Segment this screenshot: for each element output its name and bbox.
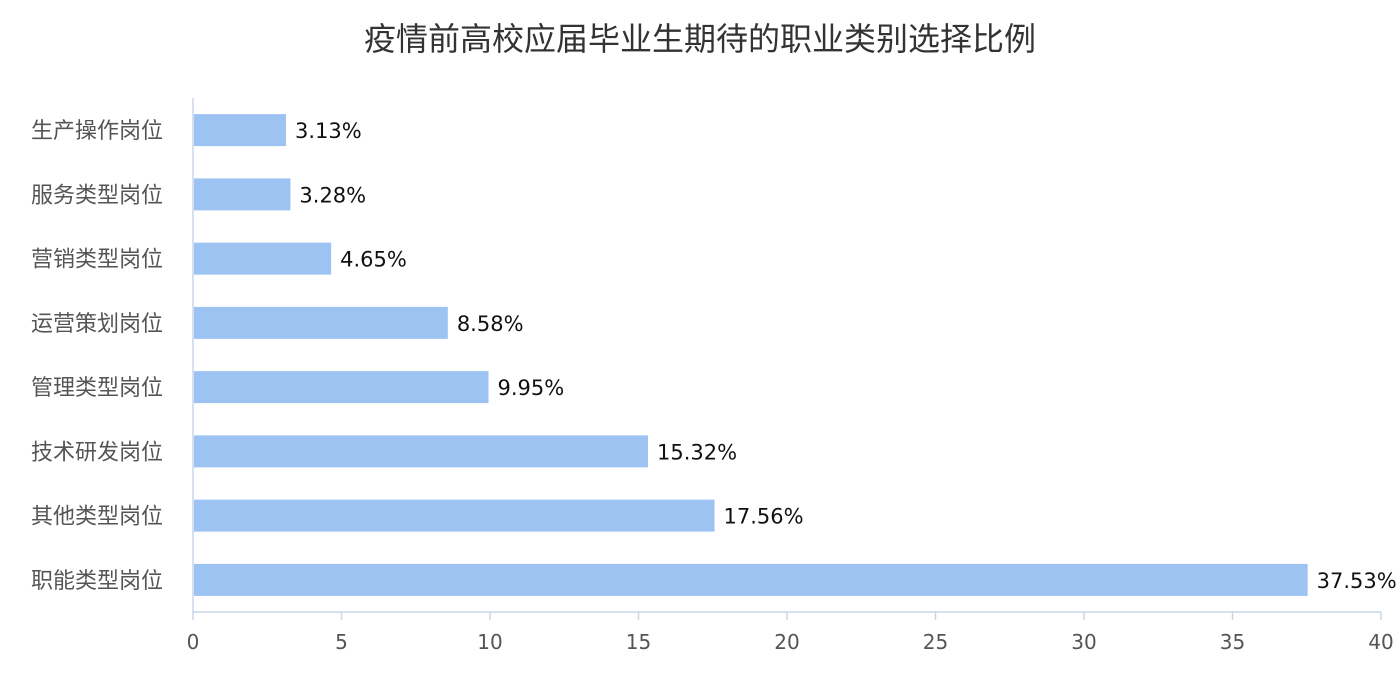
category-labels: 生产操作岗位服务类型岗位营销类型岗位运营策划岗位管理类型岗位技术研发岗位其他类型… [31, 119, 163, 594]
bar-6 [194, 499, 715, 532]
x-tick-label: 30 [1071, 630, 1096, 654]
bar-4 [194, 371, 489, 404]
x-axis-ticks: 0 5 10 15 20 25 30 35 40 [187, 612, 1394, 654]
axes [192, 98, 1381, 613]
category-label: 服务类型岗位 [31, 183, 163, 208]
bar-5 [194, 435, 649, 468]
bar-7 [194, 563, 1308, 596]
bar-0 [194, 114, 286, 147]
category-label: 营销类型岗位 [31, 248, 163, 273]
x-tick-label: 5 [335, 630, 348, 654]
category-label: 管理类型岗位 [31, 376, 163, 401]
bars-group [194, 114, 1308, 596]
value-label: 37.53% [1317, 569, 1397, 593]
value-label: 8.58% [457, 312, 524, 336]
x-tick-label: 40 [1368, 630, 1393, 654]
category-label: 职能类型岗位 [31, 569, 163, 594]
bar-1 [194, 178, 291, 211]
x-tick-label: 20 [774, 630, 799, 654]
value-label: 4.65% [340, 248, 407, 272]
category-label: 技术研发岗位 [31, 440, 163, 465]
category-label: 其他类型岗位 [31, 505, 163, 530]
value-label: 17.56% [724, 505, 804, 529]
x-tick-label: 15 [626, 630, 651, 654]
x-tick-label: 35 [1220, 630, 1245, 654]
value-label: 9.95% [498, 376, 565, 400]
x-tick-label: 25 [923, 630, 948, 654]
category-label: 运营策划岗位 [31, 312, 163, 337]
x-tick-label: 0 [187, 630, 200, 654]
value-label: 3.13% [295, 119, 362, 143]
category-label: 生产操作岗位 [31, 119, 163, 144]
x-tick-label: 10 [477, 630, 502, 654]
value-label: 15.32% [657, 440, 737, 464]
chart-title: 疫情前高校应届毕业生期待的职业类别选择比例 [364, 20, 1036, 58]
value-label: 3.28% [299, 183, 366, 207]
bar-3 [194, 306, 448, 339]
value-labels: 3.13% 3.28% 4.65% 8.58% 9.95% 15.32% 17.56% 37.… [295, 119, 1397, 593]
bar-2 [194, 242, 332, 275]
